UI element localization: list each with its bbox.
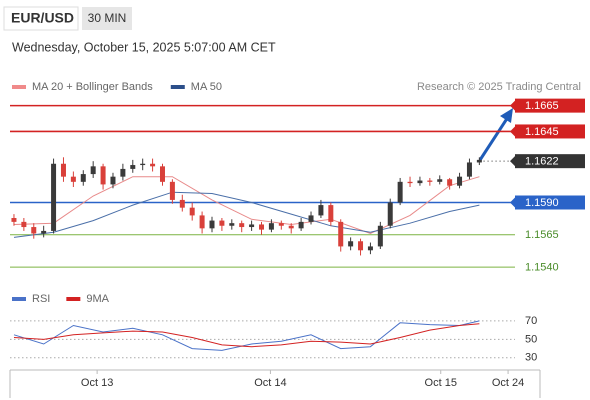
candle-body (229, 223, 235, 226)
candle-body (159, 166, 165, 182)
moving-average (13, 191, 480, 238)
candle-body (169, 181, 175, 200)
candle-body (407, 181, 413, 184)
candle-body (41, 230, 47, 234)
candle-body (318, 205, 324, 216)
moving-average (13, 176, 480, 235)
symbol: EUR/USD (11, 10, 74, 26)
x-tick-label: Oct 14 (254, 377, 286, 389)
level-label-box (515, 154, 585, 169)
candle-body (130, 165, 136, 169)
level-label-pointer (510, 126, 515, 137)
forecast-arrow (478, 116, 510, 161)
rsi-line (13, 323, 480, 348)
candle-body (110, 176, 116, 185)
candle-body (189, 207, 195, 216)
legend-label: RSI (32, 293, 50, 305)
candle-body (427, 180, 433, 182)
candle-body (457, 176, 463, 186)
candle-body (466, 162, 472, 177)
x-tick-label: Oct 13 (81, 377, 113, 389)
legend-swatch (170, 85, 185, 89)
candle-body (31, 227, 37, 234)
level-label-pointer (510, 197, 515, 208)
legend-label: MA 50 (191, 81, 222, 93)
level-label-box (515, 195, 585, 210)
candle-body (51, 163, 57, 231)
legend-swatch (12, 297, 26, 301)
rsi-tick-label: 70 (525, 315, 537, 327)
legend-swatch (66, 297, 81, 301)
candle-body (358, 241, 364, 251)
candle-body (21, 221, 27, 228)
rsi-line (13, 320, 480, 351)
legend-label: 9MA (86, 293, 109, 305)
candle-body (387, 202, 393, 226)
rsi-tick-label: 50 (525, 333, 537, 345)
symbol-box (3, 6, 79, 31)
candle-body (140, 163, 146, 166)
candle-body (179, 199, 185, 208)
candle-body (308, 215, 314, 222)
candle-body (90, 166, 96, 175)
level-label: 1.1590 (525, 197, 559, 209)
datetime: Wednesday, October 15, 2025 5:07:00 AM C… (12, 40, 276, 54)
timeframe: 30 MIN (88, 11, 127, 25)
source: Research © 2025 Trading Central (417, 81, 581, 93)
candle-body (298, 221, 304, 229)
candle-body (209, 220, 215, 229)
candle-body (447, 179, 453, 186)
candle-body (338, 221, 344, 247)
level-label: 1.1665 (525, 100, 559, 112)
candle-body (70, 176, 76, 182)
candle-body (199, 215, 205, 229)
level-label: 1.1540 (525, 261, 559, 273)
candle-body (367, 246, 373, 251)
candle-body (328, 205, 334, 222)
candle-body (476, 159, 482, 163)
candle-body (259, 224, 265, 230)
candle-body (80, 174, 86, 182)
candle-body (11, 218, 17, 222)
candle-body (288, 225, 294, 229)
candle-body (239, 223, 245, 228)
forecast-arrowhead (500, 108, 513, 123)
level-label: 1.1645 (525, 126, 559, 138)
timeframe-box (82, 7, 132, 30)
candle-body (60, 163, 66, 177)
level-label-pointer (510, 100, 515, 111)
candle-body (268, 223, 274, 230)
candle-body (120, 168, 126, 177)
level-label-pointer (510, 156, 515, 167)
candle-body (397, 181, 403, 203)
level-label: 1.1565 (525, 229, 559, 241)
level-label-box (515, 98, 585, 113)
candle-body (100, 166, 106, 185)
candle-body (437, 179, 443, 182)
x-tick-label: Oct 24 (492, 377, 524, 389)
level-label: 1.1622 (525, 156, 559, 168)
legend-swatch (12, 85, 26, 89)
candle-body (249, 224, 255, 228)
x-tick-label: Oct 15 (425, 377, 457, 389)
candle-body (150, 163, 156, 167)
candle-body (348, 241, 354, 247)
candle-body (219, 220, 225, 226)
candle-body (278, 223, 284, 226)
legend-label: MA 20 + Bollinger Bands (32, 81, 153, 93)
candle-body (417, 180, 423, 184)
rsi-tick-label: 30 (525, 352, 537, 364)
candle-body (377, 225, 383, 247)
level-label-box (515, 124, 585, 139)
